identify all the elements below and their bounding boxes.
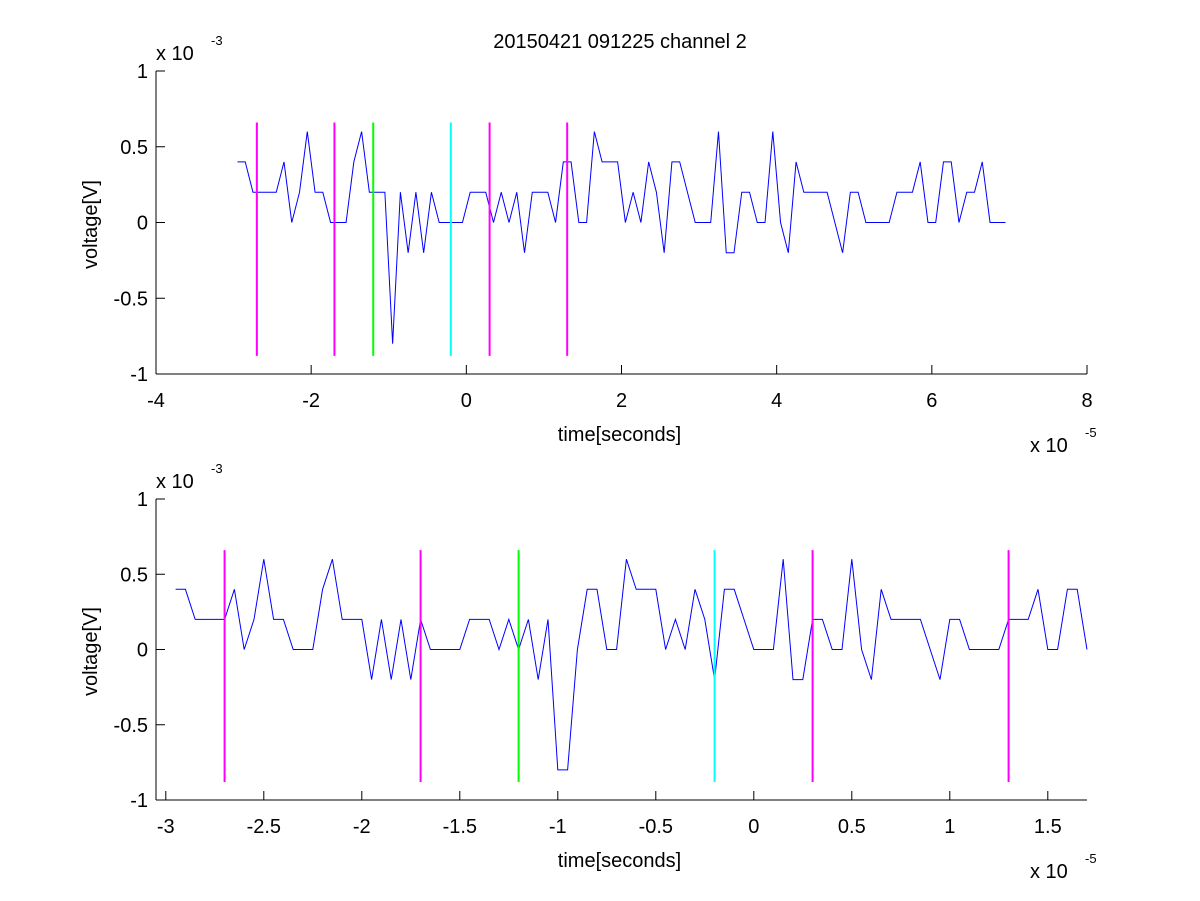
y-tick-label: 0	[137, 640, 148, 662]
x-axis-label: time[seconds]	[558, 424, 681, 446]
x-tick-label: -4	[147, 390, 165, 412]
x-tick-label: -2	[302, 390, 320, 412]
y-tick-label: -0.5	[114, 288, 148, 310]
x-tick-label: -2.5	[247, 816, 281, 838]
y-multiplier: x 10	[156, 43, 194, 65]
x-multiplier: x 10	[1030, 435, 1068, 457]
y-tick-label: -1	[130, 364, 148, 386]
x-tick-label: 2	[616, 390, 627, 412]
y-tick-label: -1	[130, 790, 148, 812]
x-tick-label: 0.5	[838, 816, 866, 838]
y-tick-label: 1	[137, 61, 148, 83]
x-tick-label: 6	[926, 390, 937, 412]
x-tick-label: 4	[771, 390, 782, 412]
x-tick-label: -3	[157, 816, 175, 838]
figure-title: 20150421 091225 channel 2	[493, 31, 747, 53]
x-tick-label: -0.5	[639, 816, 673, 838]
y-multiplier: x 10	[156, 471, 194, 493]
y-axis-label: voltage[V]	[80, 180, 102, 269]
x-tick-label: -2	[353, 816, 371, 838]
x-axis-label: time[seconds]	[558, 850, 681, 872]
x-tick-label: -1	[549, 816, 567, 838]
y-tick-label: 1	[137, 489, 148, 511]
y-multiplier-exponent: -3	[211, 33, 223, 48]
bottom-plot: -1 -0.5 0 0.5 1 -3 -2.5 -2 -1.5 -1 -0.5 0 0.5 1 1.5 tim…	[80, 461, 1097, 883]
voltage-trace	[237, 131, 1006, 344]
top-plot: -1 -0.5 0 0.5 1 -4 -2 0 2 4 6 8 time[seconds] voltage…	[80, 33, 1097, 457]
x-tick-label: 0	[748, 816, 759, 838]
y-tick-label: -0.5	[114, 715, 148, 737]
x-tick-label: 1	[944, 816, 955, 838]
x-multiplier-exponent: -5	[1085, 851, 1097, 866]
x-tick-label: -1.5	[443, 816, 477, 838]
y-multiplier-exponent: -3	[211, 461, 223, 476]
y-tick-label: 0	[137, 213, 148, 235]
voltage-trace	[175, 559, 1088, 771]
y-tick-label: 0.5	[120, 137, 148, 159]
x-multiplier-exponent: -5	[1085, 425, 1097, 440]
x-tick-label: 0	[461, 390, 472, 412]
y-axis-label: voltage[V]	[80, 607, 102, 696]
x-multiplier: x 10	[1030, 861, 1068, 883]
x-tick-label: 1.5	[1034, 816, 1062, 838]
y-tick-label: 0.5	[120, 564, 148, 586]
x-tick-label: 8	[1081, 390, 1092, 412]
